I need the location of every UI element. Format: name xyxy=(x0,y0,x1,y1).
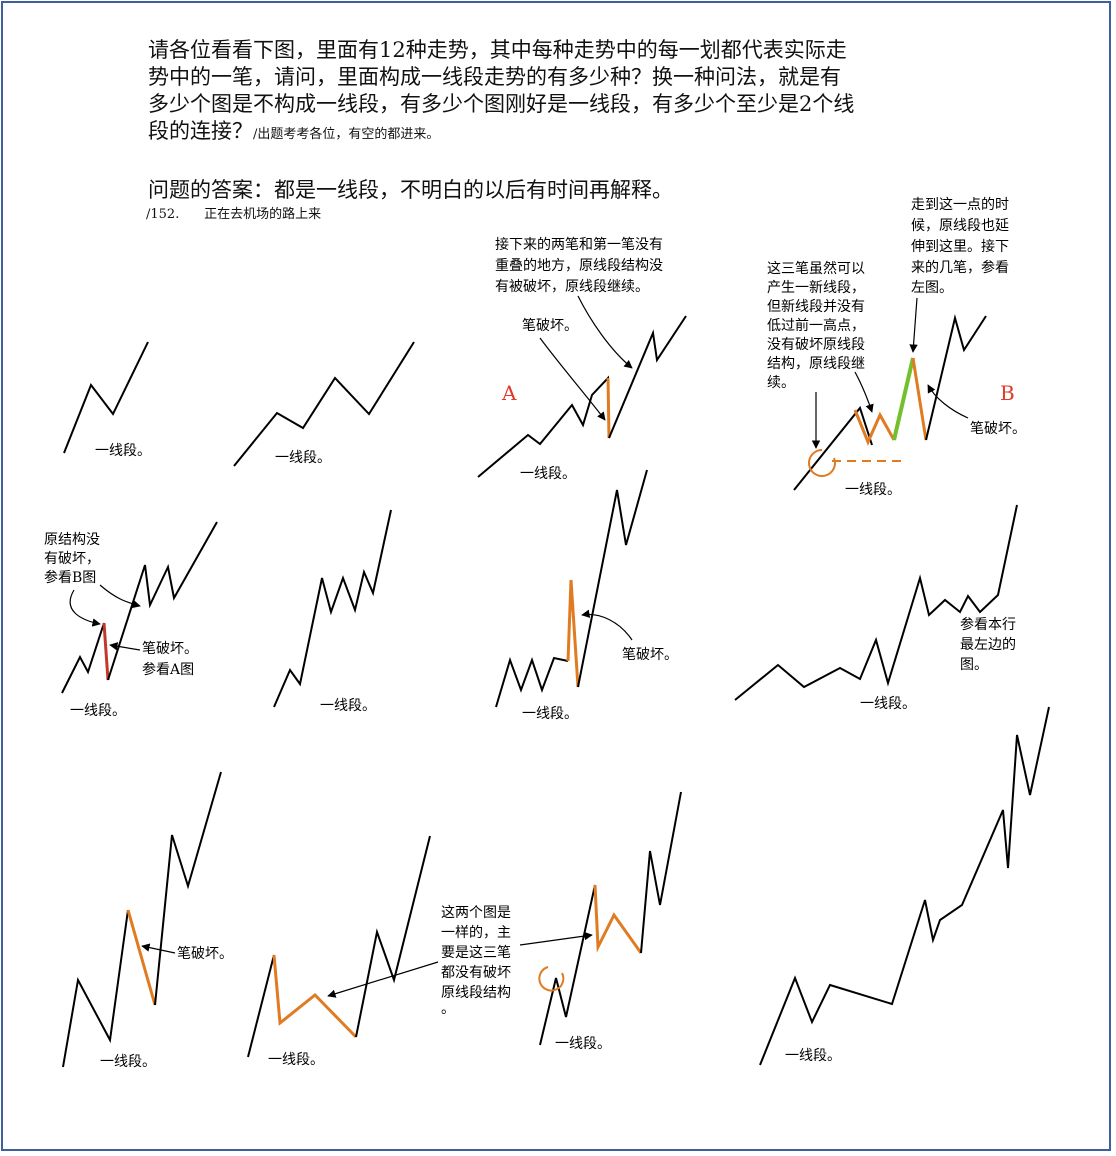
post-reference: /152. 正在去机场的路上来 xyxy=(146,207,322,222)
annotation-r2a: 原结构没 有破坏， 参看B图 xyxy=(44,532,104,586)
segment-label: 一线段。 xyxy=(555,1036,611,1052)
segment-label: 一线段。 xyxy=(785,1048,841,1064)
chart-r2c3: 一线段。 笔破坏。 xyxy=(495,469,678,722)
question-line-1: 请各位看看下图，里面有12种走势，其中每种走势中的每一划都代表实际走 xyxy=(148,38,847,62)
annotation-b1: 这三笔虽然可以 产生一新线段， 但新线段并没有 低过前一高点， 没有破坏原线段 … xyxy=(767,260,869,391)
label-a: A xyxy=(501,381,517,405)
segment-label: 一线段。 xyxy=(100,1054,156,1070)
answer-text: 问题的答案：都是一线段，不明白的以后有时间再解释。 xyxy=(148,178,673,202)
segment-label: 一线段。 xyxy=(520,466,576,482)
segment-label: 一线段。 xyxy=(522,706,578,722)
break-label: 笔破坏。 xyxy=(177,946,233,962)
annotation-a1: 接下来的两笔和第一笔没有 重叠的地方，原线段结构没 有被破坏，原线段继续。 xyxy=(495,236,667,295)
question-note: /出题考考各位，有空的都进来。 xyxy=(253,127,440,142)
chart-r2c1: 一线段。 原结构没 有破坏， 参看B图 笔破坏。 参看A图 xyxy=(44,521,218,719)
chart-r3c1: 一线段。 笔破坏。 xyxy=(62,771,233,1070)
segment-label: 一线段。 xyxy=(95,443,151,459)
break-label: 笔破坏。 xyxy=(970,421,1026,437)
chart-r2c2: 一线段。 xyxy=(273,509,392,714)
annotation-r2d: 参看本行 最左边的 图。 xyxy=(960,616,1020,673)
chart-r1c4: B 一线段。 笔破坏。 这三笔虽然可以 产生一新线段， 但新线段并没有 低过前一… xyxy=(767,196,1026,498)
break-label: 笔破坏。 xyxy=(522,318,578,334)
chart-r3c4: 一线段。 xyxy=(759,706,1050,1066)
segment-label: 一线段。 xyxy=(268,1052,324,1068)
chart-r3c2: 一线段。 xyxy=(247,835,431,1068)
question-line-3: 多少个图是不构成一线段，有多少个图刚好是一线段，有多少个至少是2个线 xyxy=(148,92,855,116)
chart-r2c4: 一线段。 参看本行 最左边的 图。 xyxy=(734,504,1020,712)
segment-label: 一线段。 xyxy=(860,696,916,712)
annotation-b2: 走到这一点的时 候，原线段也延 伸到这里。接下 来的几笔，参看 左图。 xyxy=(911,196,1013,296)
question-last-line: 段的连接？ xyxy=(148,119,253,143)
question-line-2: 势中的一笔，请问，里面构成一线段走势的有多少种？换一种问法，就是有 xyxy=(148,65,841,89)
chart-r3c3: 一线段。 这两个图是 一样的，主 要是这三笔 都没有破坏 原线段结构 。 xyxy=(327,791,682,1052)
chart-r1c3: A 一线段。 笔破坏。 接下来的两笔和第一笔没有 重叠的地方，原线段结构没 有被… xyxy=(477,236,687,482)
break-label: 笔破坏。 xyxy=(622,647,678,663)
segment-label: 一线段。 xyxy=(275,450,331,466)
annotation-r3c: 这两个图是 一样的，主 要是这三笔 都没有破坏 原线段结构 。 xyxy=(441,904,515,1017)
segment-label: 一线段。 xyxy=(70,703,126,719)
label-b: B xyxy=(1000,381,1015,405)
chart-r1c2: 一线段。 xyxy=(233,341,415,467)
segment-label: 一线段。 xyxy=(320,698,376,714)
chart-r1c1: 一线段。 xyxy=(63,341,151,459)
annotation-r2b: 笔破坏。 参看A图 xyxy=(142,641,202,678)
question-line-4: 段的连接？/出题考考各位，有空的都进来。 xyxy=(148,118,439,148)
segment-label: 一线段。 xyxy=(845,482,901,498)
